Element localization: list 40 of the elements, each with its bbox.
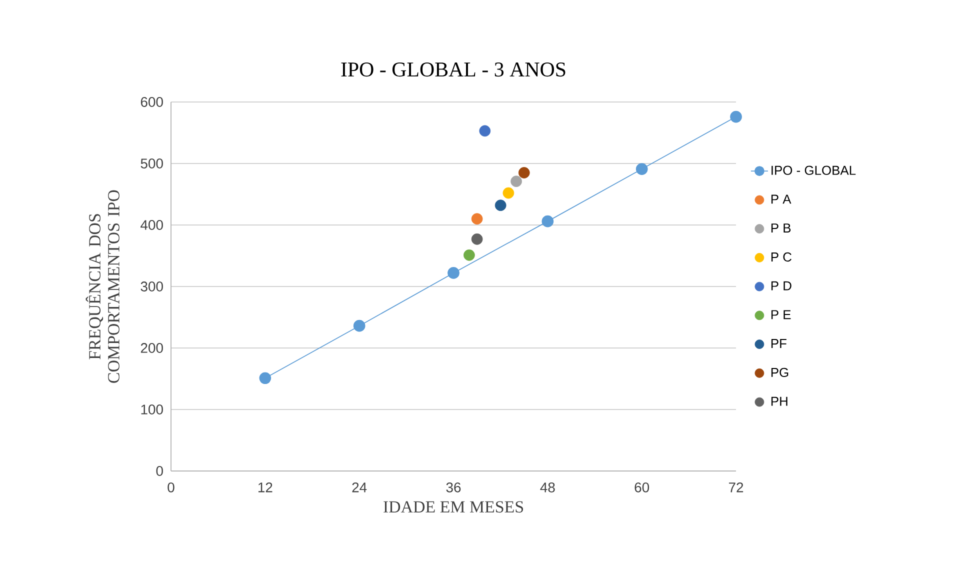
point	[353, 320, 366, 332]
legend-label: P D	[771, 281, 792, 290]
point	[464, 249, 475, 261]
point	[259, 372, 272, 384]
x-axis-title: IDADE EM MESES	[384, 501, 524, 513]
point	[471, 233, 483, 245]
point	[636, 163, 648, 175]
legend-label: P B	[771, 224, 791, 232]
point	[542, 215, 554, 228]
y-tick-label: 200	[140, 343, 163, 353]
x-tick-label: 36	[446, 482, 461, 492]
legend-label: P A	[771, 194, 792, 204]
legend-label: IPO - GLOBAL	[772, 166, 856, 175]
chart-title: IPO - GLOBAL - 3 ANOS	[341, 62, 566, 77]
y-tick-label: 600	[140, 97, 163, 107]
legend-label: PG	[771, 368, 788, 378]
legend-label: P C	[771, 252, 792, 262]
y-tick-label: 0	[156, 466, 163, 476]
x-tick-label: 0	[168, 482, 174, 492]
legend-label: PF	[771, 339, 786, 348]
y-tick-label: 300	[140, 282, 163, 292]
y-tick-label: 100	[141, 404, 163, 414]
x-tick-label: 24	[352, 482, 367, 492]
legend-label: PH	[771, 396, 788, 406]
y-tick-label: 500	[140, 158, 163, 168]
x-tick-label: 60	[634, 482, 650, 492]
point	[471, 213, 483, 225]
x-tick-label: 72	[728, 482, 744, 492]
point	[479, 125, 491, 137]
y-axis-title: FREQUÊNCIA DOS COMPORTAMENTOS IPO	[86, 190, 120, 383]
y-tick-label: 400	[140, 220, 163, 230]
point	[494, 200, 506, 211]
x-tick-label: 48	[540, 482, 555, 492]
point	[502, 187, 514, 199]
legend-label: P E	[771, 310, 791, 320]
point	[510, 176, 522, 188]
point	[448, 267, 460, 279]
point	[518, 167, 530, 178]
point	[730, 110, 742, 123]
x-tick-label: 12	[258, 482, 272, 492]
